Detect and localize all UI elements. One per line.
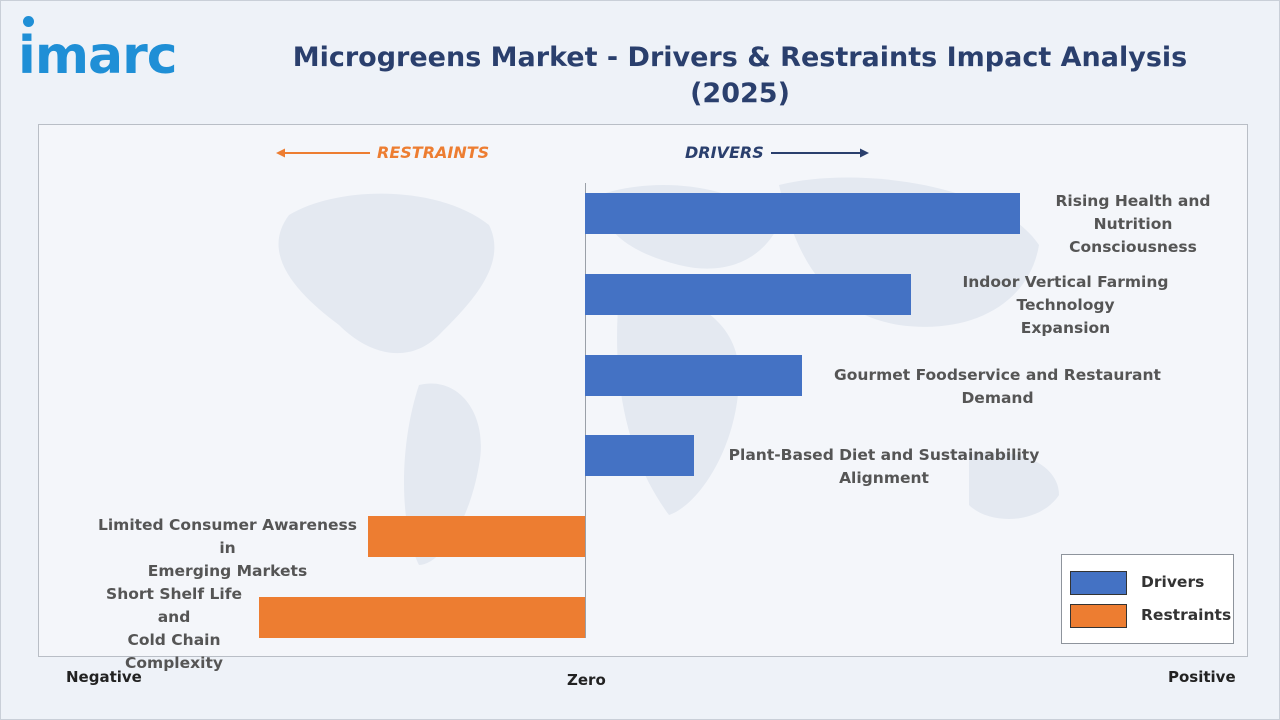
category-label: Rising Health and Nutrition Consciousnes… [1055,192,1211,256]
chart-title: Microgreens Market - Drivers & Restraint… [292,42,1188,109]
bar-driver [585,435,694,477]
bar-restraint [258,597,585,638]
axis-zero-label: Zero [567,671,606,689]
legend-swatch-restraints [1070,604,1127,628]
legend-label-restraints: Restraints [1141,606,1232,624]
legend-label-drivers: Drivers [1141,573,1205,591]
axis-negative-label: Negative [66,668,142,686]
category-label: Gourmet Foodservice and Restaurant Deman… [834,366,1161,407]
category-label: Plant-Based Diet and Sustainability Alig… [728,446,1040,487]
category-label: Indoor Vertical Farming Technology Expan… [962,273,1169,337]
category-label: Limited Consumer Awareness in Emerging M… [97,516,358,580]
logo-dot [23,16,34,27]
drivers-header: DRIVERS [685,143,764,162]
bar-driver [585,354,803,396]
legend-swatch-drivers [1070,571,1127,595]
axis-positive-label: Positive [1168,668,1236,686]
drivers-arrow-icon [771,148,869,158]
category-label: Short Shelf Life and Cold Chain Complexi… [106,585,242,672]
restraints-header: RESTRAINTS [377,143,490,162]
bar-driver [585,193,1020,234]
chart-legend: Drivers Restraints [1061,554,1234,644]
bar-restraint [367,516,585,558]
zero-axis-line [585,183,586,638]
restraints-arrow-icon [276,148,370,158]
imarc-logo: imarc [18,26,178,86]
bar-driver [585,273,912,315]
